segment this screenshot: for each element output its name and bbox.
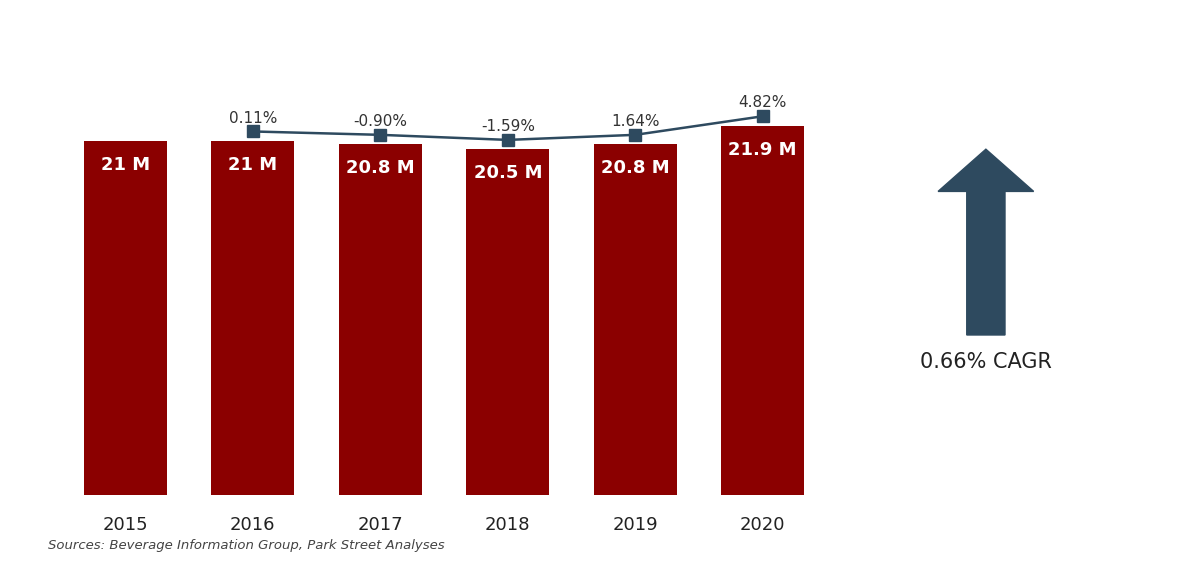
Text: Sources: Beverage Information Group, Park Street Analyses: Sources: Beverage Information Group, Par… — [48, 539, 445, 552]
Text: 4.82%: 4.82% — [738, 95, 787, 110]
Text: 2018: 2018 — [485, 516, 530, 534]
Bar — [594, 144, 677, 495]
Text: 2019: 2019 — [612, 516, 658, 534]
Bar — [721, 126, 804, 495]
Bar — [211, 141, 294, 495]
Text: -1.59%: -1.59% — [481, 119, 535, 134]
Bar — [338, 144, 421, 495]
Text: 2020: 2020 — [740, 516, 786, 534]
Bar — [467, 149, 550, 495]
Text: 20.5 M: 20.5 M — [474, 164, 542, 182]
Bar — [84, 141, 167, 495]
Text: 2017: 2017 — [358, 516, 403, 534]
Text: 1.64%: 1.64% — [611, 114, 660, 129]
Text: 21 M: 21 M — [228, 156, 277, 174]
Text: 0.11%: 0.11% — [228, 110, 277, 126]
Text: 20.8 M: 20.8 M — [346, 159, 414, 177]
Text: 2015: 2015 — [102, 516, 148, 534]
FancyArrow shape — [938, 149, 1033, 335]
Text: 21.9 M: 21.9 M — [728, 141, 797, 159]
Text: 21 M: 21 M — [101, 156, 150, 174]
Text: 0.66% CAGR: 0.66% CAGR — [920, 352, 1052, 372]
Text: -0.90%: -0.90% — [353, 114, 407, 129]
Text: 20.8 M: 20.8 M — [601, 159, 670, 177]
Text: 2016: 2016 — [230, 516, 276, 534]
